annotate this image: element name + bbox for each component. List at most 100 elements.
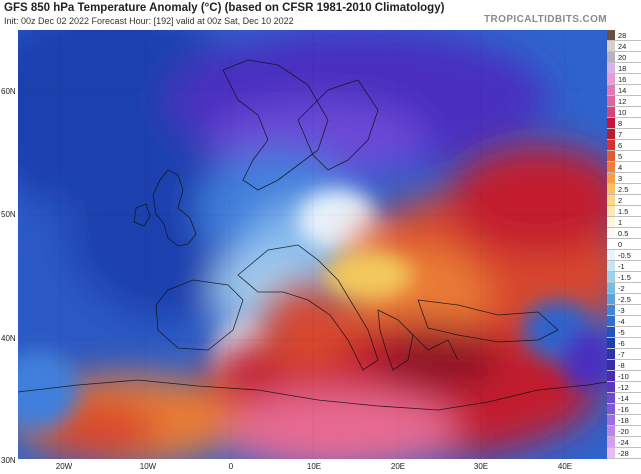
legend-label: 14 (618, 86, 627, 95)
legend-entry: 3 (607, 173, 641, 184)
legend-entry: -18 (607, 415, 641, 426)
brand-watermark: TROPICALTIDBITS.COM (484, 14, 607, 25)
legend-entry: 20 (607, 52, 641, 63)
legend-label: -7 (618, 350, 625, 359)
legend-label: -8 (618, 361, 625, 370)
legend-swatch (607, 151, 615, 161)
legend-swatch (607, 195, 615, 205)
legend-entry: -10 (607, 371, 641, 382)
legend-swatch (607, 228, 615, 238)
legend-entry: 4 (607, 162, 641, 173)
legend-entry: -1.5 (607, 272, 641, 283)
color-scale-legend: 28 24 20 18 16 14 12 10 8 7 6 5 4 3 2.5 2 1.5 1 0.5 0 -0.5 -1… (607, 30, 641, 459)
legend-swatch (607, 448, 615, 458)
legend-swatch (607, 404, 615, 414)
legend-entry: -28 (607, 448, 641, 459)
legend-swatch (607, 30, 615, 40)
legend-entry: -7 (607, 349, 641, 360)
legend-label: 16 (618, 75, 627, 84)
legend-label: -20 (618, 427, 629, 436)
legend-swatch (607, 272, 615, 282)
legend-label: -10 (618, 372, 629, 381)
legend-label: 2.5 (618, 185, 629, 194)
legend-entry: 7 (607, 129, 641, 140)
legend-label: 10 (618, 108, 627, 117)
lat-label-60n: 60N (1, 87, 16, 96)
legend-label: 8 (618, 119, 623, 128)
legend-label: 28 (618, 31, 627, 40)
legend-label: -4 (618, 317, 625, 326)
legend-swatch (607, 217, 615, 227)
legend-swatch (607, 338, 615, 348)
legend-swatch (607, 327, 615, 337)
legend-entry: 1 (607, 217, 641, 228)
legend-entry: -0.5 (607, 250, 641, 261)
legend-label: -2 (618, 284, 625, 293)
legend-label: 20 (618, 53, 627, 62)
legend-swatch (607, 250, 615, 260)
legend-entry: 5 (607, 151, 641, 162)
legend-label: 2 (618, 196, 623, 205)
legend-entry: 0.5 (607, 228, 641, 239)
lon-label-0: 0 (228, 462, 234, 471)
legend-swatch (607, 360, 615, 370)
legend-label: 7 (618, 130, 623, 139)
legend-swatch (607, 393, 615, 403)
legend-label: 12 (618, 97, 627, 106)
lon-label-40e: 40E (557, 462, 573, 471)
anomaly-map (18, 30, 607, 459)
legend-entry: -2 (607, 283, 641, 294)
legend-label: -2.5 (618, 295, 631, 304)
legend-label: -5 (618, 328, 625, 337)
legend-swatch (607, 371, 615, 381)
legend-swatch (607, 349, 615, 359)
legend-entry: 0 (607, 239, 641, 250)
legend-entry: -24 (607, 437, 641, 448)
legend-entry: 2.5 (607, 184, 641, 195)
legend-entry: 1.5 (607, 206, 641, 217)
legend-label: -14 (618, 394, 629, 403)
legend-swatch (607, 52, 615, 62)
legend-entry: -5 (607, 327, 641, 338)
legend-swatch (607, 173, 615, 183)
legend-label: 1.5 (618, 207, 629, 216)
legend-swatch (607, 294, 615, 304)
legend-swatch (607, 437, 615, 447)
lon-label-20e: 20E (390, 462, 406, 471)
legend-swatch (607, 316, 615, 326)
legend-swatch (607, 85, 615, 95)
legend-entry: -8 (607, 360, 641, 371)
legend-label: -24 (618, 438, 629, 447)
legend-entry: 6 (607, 140, 641, 151)
legend-label: -0.5 (618, 251, 631, 260)
legend-entry: 2 (607, 195, 641, 206)
legend-label: 24 (618, 42, 627, 51)
legend-label: 1 (618, 218, 623, 227)
legend-entry: 28 (607, 30, 641, 41)
legend-label: 3 (618, 174, 623, 183)
legend-swatch (607, 206, 615, 216)
legend-swatch (607, 239, 615, 249)
legend-swatch (607, 129, 615, 139)
legend-label: -16 (618, 405, 629, 414)
legend-entry: -16 (607, 404, 641, 415)
legend-entry: -3 (607, 305, 641, 316)
legend-label: -12 (618, 383, 629, 392)
legend-label: 0.5 (618, 229, 629, 238)
legend-swatch (607, 415, 615, 425)
legend-swatch (607, 118, 615, 128)
legend-entry: 14 (607, 85, 641, 96)
map-title: GFS 850 hPa Temperature Anomaly (°C) (ba… (4, 2, 445, 14)
legend-swatch (607, 107, 615, 117)
lat-label-50n: 50N (1, 210, 16, 219)
legend-swatch (607, 305, 615, 315)
legend-label: -18 (618, 416, 629, 425)
legend-entry: 8 (607, 118, 641, 129)
legend-label: 0 (618, 240, 623, 249)
lon-label-10w: 10W (139, 462, 157, 471)
legend-swatch (607, 74, 615, 84)
map-canvas (18, 30, 607, 459)
legend-entry: 12 (607, 96, 641, 107)
legend-label: 4 (618, 163, 623, 172)
coastlines (18, 59, 607, 411)
